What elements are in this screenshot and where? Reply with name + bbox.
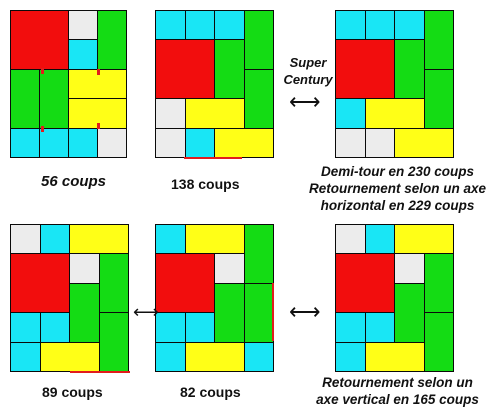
small-cyan-square — [39, 312, 70, 343]
yellow-horizontal-bar — [214, 127, 274, 158]
small-cyan-square — [214, 10, 245, 41]
green-vertical-bar — [98, 253, 129, 314]
yellow-horizontal-bar — [394, 127, 454, 158]
empty-grey-cell — [364, 127, 395, 158]
green-vertical-bar — [394, 39, 425, 100]
puzzle-56-coups — [10, 10, 127, 158]
green-vertical-bar — [423, 312, 454, 372]
green-vertical-bar — [69, 282, 100, 343]
green-vertical-bar — [243, 224, 274, 284]
empty-grey-cell — [214, 253, 245, 284]
yellow-horizontal-bar — [364, 341, 425, 372]
note-vertical-flip: Retournement selon un axe vertical en 16… — [316, 375, 479, 407]
marker-p4-bottom — [70, 371, 130, 373]
empty-grey-cell — [97, 127, 127, 158]
green-vertical-bar — [243, 10, 274, 70]
big-red-square — [155, 39, 215, 100]
empty-grey-cell — [394, 253, 425, 284]
marker-p1-d — [41, 126, 44, 132]
small-cyan-square — [155, 312, 186, 343]
green-vertical-bar — [214, 39, 245, 100]
green-vertical-bar — [214, 282, 245, 343]
yellow-horizontal-bar — [184, 341, 245, 372]
empty-grey-cell — [10, 224, 41, 255]
marker-p2-bottom — [184, 157, 242, 159]
big-red-square — [155, 253, 215, 314]
marker-p1-b — [97, 69, 100, 75]
small-cyan-square — [39, 224, 70, 255]
puzzle-super-century — [335, 10, 454, 158]
puzzle-vertical-flip — [335, 224, 454, 372]
caption-56-coups: 56 coups — [41, 173, 107, 190]
small-cyan-square — [335, 312, 366, 343]
marker-p1-c — [97, 123, 100, 129]
green-vertical-bar — [39, 68, 69, 129]
small-cyan-square — [184, 312, 215, 343]
big-red-square — [10, 253, 70, 314]
double-arrow-bottom-left: ⟷ — [133, 302, 159, 322]
big-red-square — [335, 39, 395, 100]
small-cyan-square — [394, 10, 425, 41]
small-cyan-square — [184, 10, 215, 41]
empty-grey-cell — [69, 253, 100, 284]
small-cyan-square — [335, 341, 366, 372]
small-cyan-square — [155, 341, 186, 372]
puzzle-89-coups — [10, 224, 129, 372]
small-cyan-square — [364, 10, 395, 41]
super-century-label: Super Century — [283, 55, 333, 87]
small-cyan-square — [10, 312, 41, 343]
yellow-horizontal-bar — [394, 224, 454, 255]
yellow-horizontal-bar — [39, 341, 100, 372]
empty-grey-cell — [155, 98, 186, 129]
green-vertical-bar — [423, 253, 454, 314]
yellow-horizontal-bar — [184, 224, 245, 255]
puzzle-138-coups — [155, 10, 274, 158]
small-cyan-square — [10, 341, 41, 372]
small-cyan-square — [364, 224, 395, 255]
empty-grey-cell — [335, 127, 366, 158]
caption-82-coups: 82 coups — [180, 384, 241, 400]
small-cyan-square — [68, 39, 98, 70]
green-vertical-bar — [423, 10, 454, 70]
small-cyan-square — [335, 98, 366, 129]
yellow-horizontal-bar — [184, 98, 245, 129]
big-red-square — [10, 10, 69, 70]
double-arrow-top: ⟷ — [289, 89, 321, 114]
small-cyan-square — [39, 127, 69, 158]
caption-89-coups: 89 coups — [42, 384, 103, 400]
green-vertical-bar — [243, 68, 274, 129]
small-cyan-square — [155, 10, 186, 41]
marker-p1-a — [41, 68, 44, 74]
empty-grey-cell — [68, 10, 98, 41]
green-vertical-bar — [394, 282, 425, 343]
big-red-square — [335, 253, 395, 314]
note-demi-tour: Demi-tour en 230 coups Retournement selo… — [308, 164, 487, 213]
small-cyan-square — [68, 127, 98, 158]
green-vertical-bar — [423, 68, 454, 129]
small-cyan-square — [184, 127, 215, 158]
green-vertical-bar — [10, 68, 40, 129]
green-vertical-bar — [98, 312, 129, 372]
small-cyan-square — [10, 127, 40, 158]
green-vertical-bar — [243, 282, 274, 343]
small-cyan-square — [335, 10, 366, 41]
yellow-horizontal-bar — [69, 224, 129, 255]
small-cyan-square — [155, 224, 186, 255]
puzzle-82-coups — [155, 224, 274, 372]
empty-grey-cell — [335, 224, 366, 255]
yellow-horizontal-bar — [364, 98, 425, 129]
marker-p5-right — [272, 283, 274, 341]
small-cyan-square — [243, 341, 274, 372]
double-arrow-bottom-right: ⟷ — [289, 299, 321, 324]
small-cyan-square — [364, 312, 395, 343]
caption-138-coups: 138 coups — [171, 176, 240, 192]
green-vertical-bar — [97, 10, 127, 70]
empty-grey-cell — [155, 127, 186, 158]
